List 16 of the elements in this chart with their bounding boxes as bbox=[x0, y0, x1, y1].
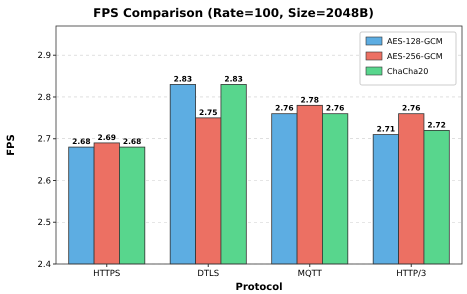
y-tick-label: 2.6 bbox=[37, 176, 51, 186]
x-tick-label: HTTPS bbox=[93, 269, 120, 279]
legend-label: AES-256-GCM bbox=[387, 52, 443, 61]
y-tick-label: 2.5 bbox=[37, 218, 51, 228]
y-tick-label: 2.9 bbox=[37, 51, 51, 62]
x-tick-label: DTLS bbox=[197, 269, 220, 279]
legend-label: AES-128-GCM bbox=[387, 36, 443, 46]
x-tick-label: HTTP/3 bbox=[396, 269, 426, 279]
x-axis-title: Protocol bbox=[235, 282, 283, 293]
y-axis-title: FPS bbox=[6, 134, 17, 156]
y-tick-label: 2.4 bbox=[37, 260, 51, 270]
x-tick-label: MQTT bbox=[298, 269, 323, 279]
y-tick-label: 2.7 bbox=[37, 134, 51, 145]
legend-label: ChaCha20 bbox=[387, 66, 428, 76]
y-tick-label: 2.8 bbox=[37, 92, 51, 103]
chart-title: FPS Comparison (Rate=100, Size=2048B) bbox=[93, 6, 374, 20]
